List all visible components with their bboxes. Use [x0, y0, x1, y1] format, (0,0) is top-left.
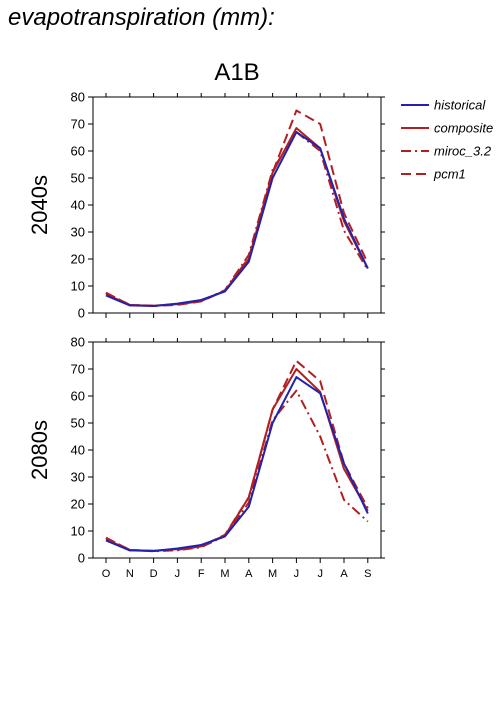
x-tick-label: S: [364, 568, 371, 580]
y-tick-label: 0: [78, 306, 85, 321]
x-tick-label: M: [220, 568, 229, 580]
y-tick-label: 20: [71, 497, 85, 512]
x-tick-label: F: [198, 568, 205, 580]
page-title: evapotranspiration (mm):: [8, 4, 275, 31]
x-tick-label: J: [317, 568, 323, 580]
y-tick-label: 80: [71, 335, 85, 350]
legend-label-composite: composite: [434, 121, 493, 136]
x-tick-label: A: [340, 568, 348, 580]
y-tick-label: 60: [71, 389, 85, 404]
y-tick-label: 50: [71, 171, 85, 186]
x-tick-label: N: [126, 568, 134, 580]
y-tick-label: 50: [71, 416, 85, 431]
series-line-miroc-3-2: [105, 389, 369, 553]
y-tick-label: 40: [71, 198, 85, 213]
scenario-label: A1B: [214, 59, 259, 86]
y-tick-label: 10: [71, 279, 85, 294]
y-tick-label: 70: [71, 362, 85, 377]
y-tick-label: 20: [71, 252, 85, 267]
x-tick-label: J: [294, 568, 300, 580]
legend-label-historical: historical: [434, 98, 486, 113]
panel-label: 2040s: [27, 175, 52, 235]
series-line-historical: [105, 131, 369, 307]
legend-label-pcm1: pcm1: [433, 167, 466, 182]
series-line-historical: [105, 376, 369, 552]
legend-label-miroc-3-2: miroc_3.2: [434, 144, 492, 159]
x-tick-label: A: [245, 568, 253, 580]
x-tick-label: D: [150, 568, 158, 580]
x-tick-label: J: [175, 568, 181, 580]
y-tick-label: 30: [71, 225, 85, 240]
y-tick-label: 40: [71, 443, 85, 458]
y-tick-label: 70: [71, 117, 85, 132]
x-tick-label: O: [102, 568, 111, 580]
y-tick-label: 0: [78, 551, 85, 566]
y-tick-label: 10: [71, 524, 85, 539]
x-tick-label: M: [268, 568, 277, 580]
y-tick-label: 80: [71, 90, 85, 105]
y-tick-label: 60: [71, 144, 85, 159]
y-tick-label: 30: [71, 470, 85, 485]
panel-label: 2080s: [27, 420, 52, 480]
